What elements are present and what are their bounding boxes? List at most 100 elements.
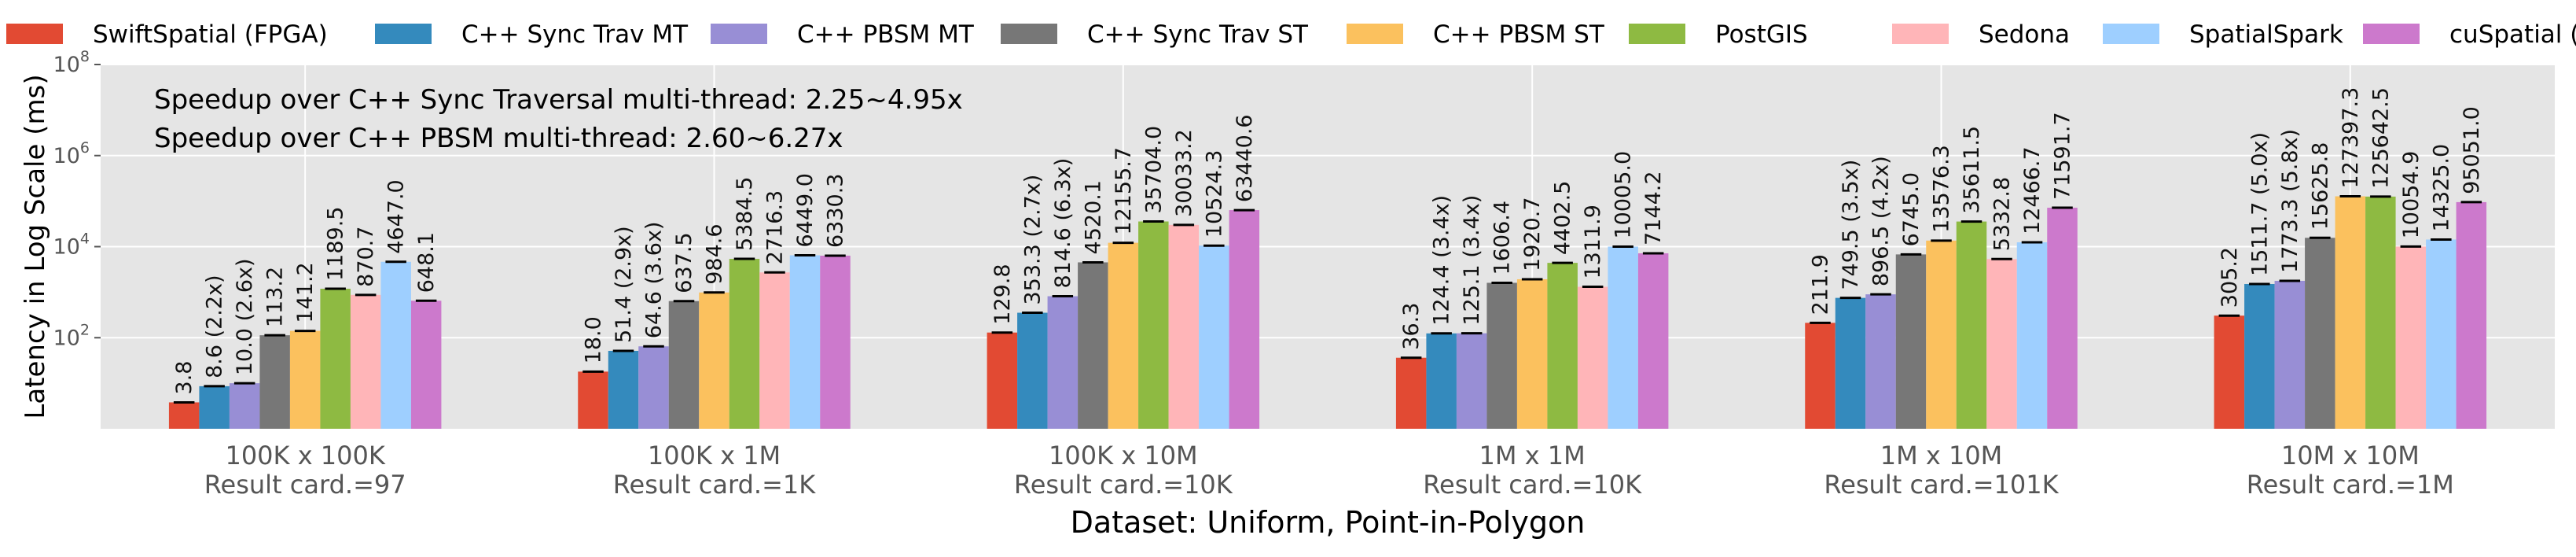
legend-swatch: [1001, 24, 1057, 44]
bar: [2244, 283, 2275, 429]
bar: [1986, 259, 2017, 429]
bar: [1138, 221, 1169, 429]
y-axis-label: Latency in Log Scale (ms): [20, 74, 51, 419]
bar: [987, 332, 1018, 429]
bar: [2335, 196, 2366, 429]
legend-swatch: [6, 24, 63, 44]
bar-value-label: 1189.5: [324, 207, 348, 281]
legend: SwiftSpatial (FPGA) C++ Sync Trav MT C++ P…: [6, 20, 2576, 49]
bar: [608, 350, 639, 429]
bar-value-label: 10524.3: [1202, 150, 1226, 238]
bar: [1486, 282, 1517, 429]
bar: [1456, 333, 1487, 429]
bar-value-label: 10005.0: [1611, 151, 1636, 239]
legend-label: C++ Sync Trav MT: [461, 20, 689, 49]
bar-value-label: 984.6: [703, 223, 727, 284]
bar: [1078, 262, 1108, 429]
bar-value-label: 6449.0: [793, 173, 818, 247]
x-tick-sublabel: Result card.=10K: [1423, 470, 1642, 500]
bar-value-label: 896.5 (4.2x): [1869, 156, 1894, 286]
legend-label: cuSpatial (GPU): [2449, 20, 2576, 49]
x-tick-label: 10M x 10M: [2281, 441, 2420, 470]
bar-value-label: 10.0 (2.6x): [233, 258, 257, 375]
bar: [1956, 221, 1987, 429]
bar: [759, 272, 790, 429]
bar-value-label: 35611.5: [1960, 126, 1984, 214]
bar: [638, 346, 669, 429]
bar-value-label: 95051.0: [2460, 106, 2484, 194]
legend-swatch: [2103, 24, 2159, 44]
bar-value-label: 814.6 (6.3x): [1051, 158, 1075, 289]
bar-value-label: 6745.0: [1899, 172, 1924, 246]
bar-value-label: 4402.5: [1551, 181, 1575, 255]
legend-label: C++ PBSM ST: [1433, 20, 1605, 49]
bar: [1835, 297, 1866, 429]
bar: [1108, 242, 1139, 429]
y-tick-label: 108: [53, 48, 90, 77]
bars: [168, 195, 2487, 430]
bar-value-label: 870.7: [354, 227, 378, 287]
bar: [320, 289, 351, 429]
bar-value-label: 71591.7: [2051, 112, 2075, 200]
bar: [1229, 210, 1260, 429]
bar-value-label: 15625.8: [2308, 142, 2332, 231]
bar: [668, 301, 700, 429]
bar: [2456, 201, 2487, 429]
bar-value-label: 211.9: [1809, 254, 1833, 315]
bar: [2274, 280, 2306, 429]
bar: [2395, 246, 2427, 429]
bar-value-label: 113.2: [263, 267, 288, 327]
bar-labels: 3.8 18.0 129.8 36.3 211.9 305.2 8.6 (2.2x) 51.4…: [172, 87, 2484, 395]
bar-value-label: 10054.9: [2399, 151, 2423, 239]
bar-value-label: 12155.7: [1112, 147, 1136, 235]
bar: [1516, 278, 1548, 429]
legend-label: Sedona: [1979, 20, 2070, 49]
y-axis: 102 104 106 108: [53, 48, 101, 350]
y-tick-label: 104: [53, 231, 90, 260]
legend-swatch: [1347, 24, 1403, 44]
bar: [2305, 238, 2335, 429]
bar-value-label: 125642.5: [2368, 87, 2393, 189]
bar-value-label: 1773.3 (5.8x): [2278, 129, 2302, 273]
legend-swatch: [1629, 24, 1685, 44]
bar-value-label: 749.5 (3.5x): [1839, 160, 1863, 290]
x-axis-label: Dataset: Uniform, Point-in-Polygon: [1071, 505, 1586, 540]
bar-value-label: 4647.0: [384, 179, 409, 253]
legend-swatch: [375, 24, 432, 44]
bar: [2047, 208, 2078, 429]
x-tick-sublabel: Result card.=1K: [613, 470, 817, 500]
x-tick-label: 100K x 1M: [648, 441, 781, 470]
bar: [1017, 312, 1048, 429]
bar: [1926, 240, 1957, 429]
bar-value-label: 18.0: [582, 316, 606, 363]
bar-value-label: 637.5: [672, 232, 696, 293]
x-tick-label: 100K x 10M: [1049, 441, 1198, 470]
bar: [1547, 263, 1578, 429]
bar: [789, 255, 821, 429]
bar-value-label: 648.1: [414, 232, 439, 293]
bar-value-label: 1920.7: [1520, 197, 1545, 271]
bar-value-label: 35704.0: [1141, 126, 1166, 214]
x-tick-sublabel: Result card.=1M: [2247, 470, 2454, 500]
bar-value-label: 3.8: [172, 360, 197, 394]
bar-value-label: 63440.6: [1233, 114, 1257, 202]
x-tick-sublabel: Result card.=10K: [1014, 470, 1233, 500]
bar: [2365, 196, 2396, 430]
bar-value-label: 14325.0: [2429, 144, 2453, 232]
bar: [1608, 246, 1638, 429]
bar-value-label: 5332.8: [1990, 177, 2015, 251]
bar: [729, 259, 760, 429]
legend-label: PostGIS: [1715, 20, 1808, 49]
bar-value-label: 7144.2: [1641, 171, 1666, 245]
bar: [2214, 315, 2245, 429]
bar-value-label: 2716.3: [763, 190, 788, 264]
bar-value-label: 353.3 (2.7x): [1020, 175, 1045, 305]
bar-value-label: 1606.4: [1490, 201, 1515, 275]
bar-value-label: 1511.7 (5.0x): [2247, 132, 2272, 276]
bar: [199, 385, 230, 429]
bar: [350, 294, 381, 429]
bar: [2016, 242, 2048, 429]
bar: [699, 292, 729, 429]
